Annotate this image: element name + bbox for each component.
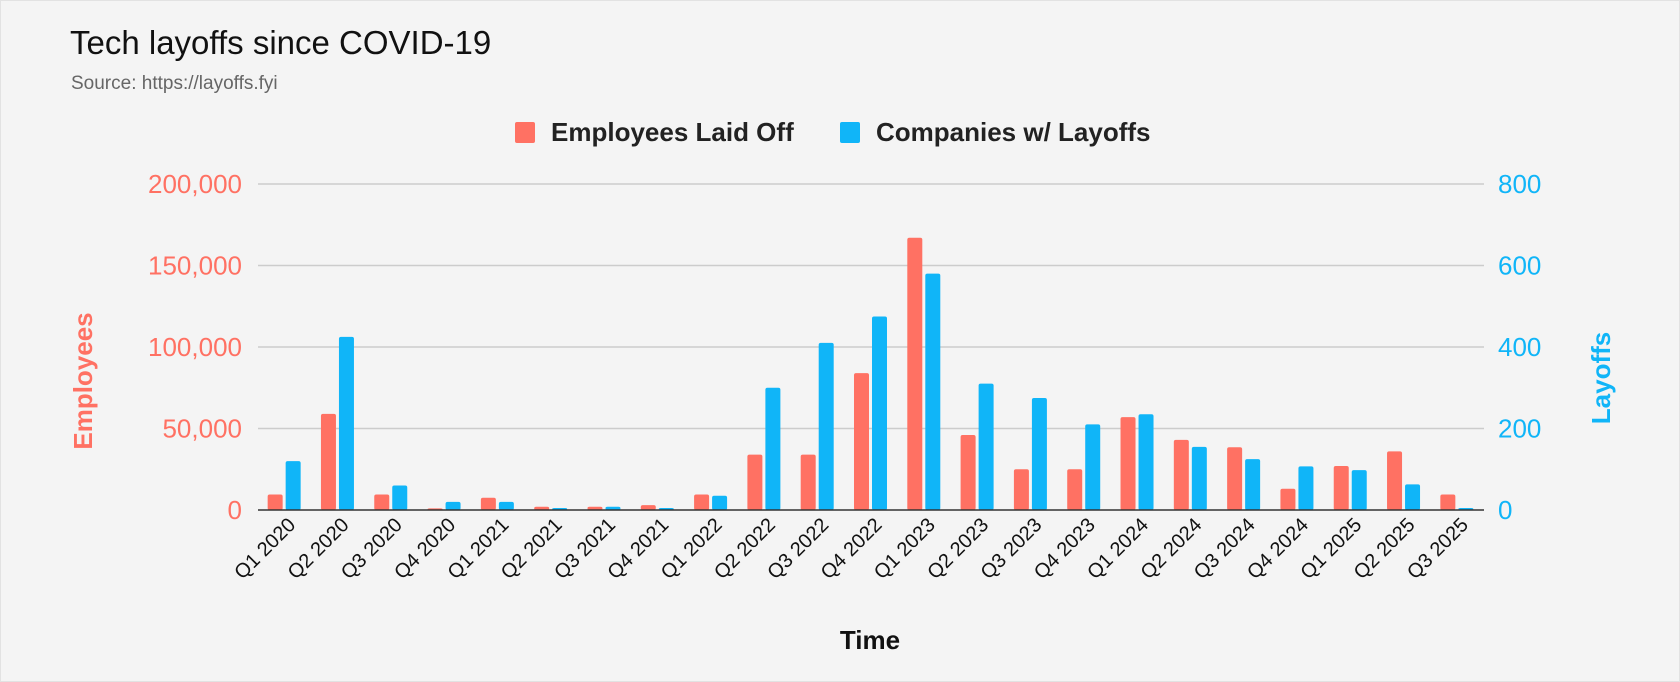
legend-swatch-employees (515, 122, 535, 143)
y-tick-label: 100,000 (148, 332, 242, 362)
bar-employees (747, 454, 763, 510)
x-axis-title: Time (840, 625, 900, 655)
bar-companies (1031, 397, 1047, 510)
bar-employees (1280, 488, 1296, 510)
y-tick-label: 150,000 (148, 251, 242, 281)
bar-employees (320, 413, 336, 510)
bar-companies (1138, 414, 1154, 510)
bar-companies (1245, 459, 1261, 510)
bar-companies (285, 461, 301, 510)
bar-companies (925, 273, 941, 510)
bar-companies (1405, 484, 1421, 510)
y-tick-label: 0 (228, 495, 242, 525)
legend-swatch-companies (840, 122, 860, 143)
bar-companies (605, 506, 621, 510)
bar-companies (1085, 424, 1101, 510)
chart-title: Tech layoffs since COVID-19 (70, 24, 492, 61)
bar-employees (1440, 494, 1456, 510)
bar-companies (872, 316, 887, 510)
y2-axis-title: Layoffs (1586, 332, 1616, 424)
bar-employees (1173, 439, 1189, 510)
bar-companies (338, 336, 354, 510)
bar-companies (498, 501, 514, 510)
bar-companies (445, 501, 461, 510)
right-axis-ticks: 0 200 400 600 800 (1498, 169, 1541, 525)
bar-employees (907, 237, 923, 511)
bar-employees (1067, 469, 1083, 510)
y2-tick-label: 400 (1498, 332, 1541, 362)
bar-companies (978, 383, 994, 510)
bar-employees (1333, 465, 1349, 510)
left-axis-ticks: 0 50,000 100,000 150,000 200,000 (148, 169, 242, 525)
y2-tick-label: 0 (1498, 495, 1512, 525)
bar-companies (765, 387, 781, 510)
legend: Employees Laid Off Companies w/ Layoffs (515, 117, 1151, 147)
chart-subtitle: Source: https://layoffs.fyi (71, 73, 278, 94)
bar-employees (960, 435, 976, 510)
bar-employees (800, 454, 816, 510)
y-axis-title: Employees (68, 312, 98, 449)
bar-companies (392, 485, 408, 510)
bar-employees (480, 497, 496, 510)
bar-employees (534, 506, 550, 510)
bar-employees (587, 506, 603, 510)
bar-companies (1298, 466, 1314, 510)
y-tick-label: 50,000 (162, 414, 242, 444)
y2-tick-label: 800 (1498, 169, 1541, 199)
bar-companies (712, 495, 728, 510)
legend-label-companies: Companies w/ Layoffs (876, 117, 1151, 147)
y-tick-label: 200,000 (148, 169, 242, 199)
bar-employees (1387, 451, 1403, 510)
bar-employees (1120, 417, 1136, 510)
bar-employees (854, 373, 869, 510)
bar-companies (1351, 470, 1367, 510)
bar-employees (640, 505, 656, 510)
bar-companies (1191, 446, 1207, 510)
bar-employees (1227, 447, 1243, 510)
legend-label-employees: Employees Laid Off (551, 117, 794, 147)
y2-tick-label: 600 (1498, 251, 1541, 281)
bars (267, 237, 1474, 511)
y2-tick-label: 200 (1498, 414, 1541, 444)
gridlines (258, 183, 1484, 430)
bar-employees (1013, 469, 1029, 510)
bar-employees (267, 494, 283, 510)
bar-employees (374, 494, 390, 510)
bar-companies (818, 342, 834, 510)
bar-employees (694, 494, 710, 510)
